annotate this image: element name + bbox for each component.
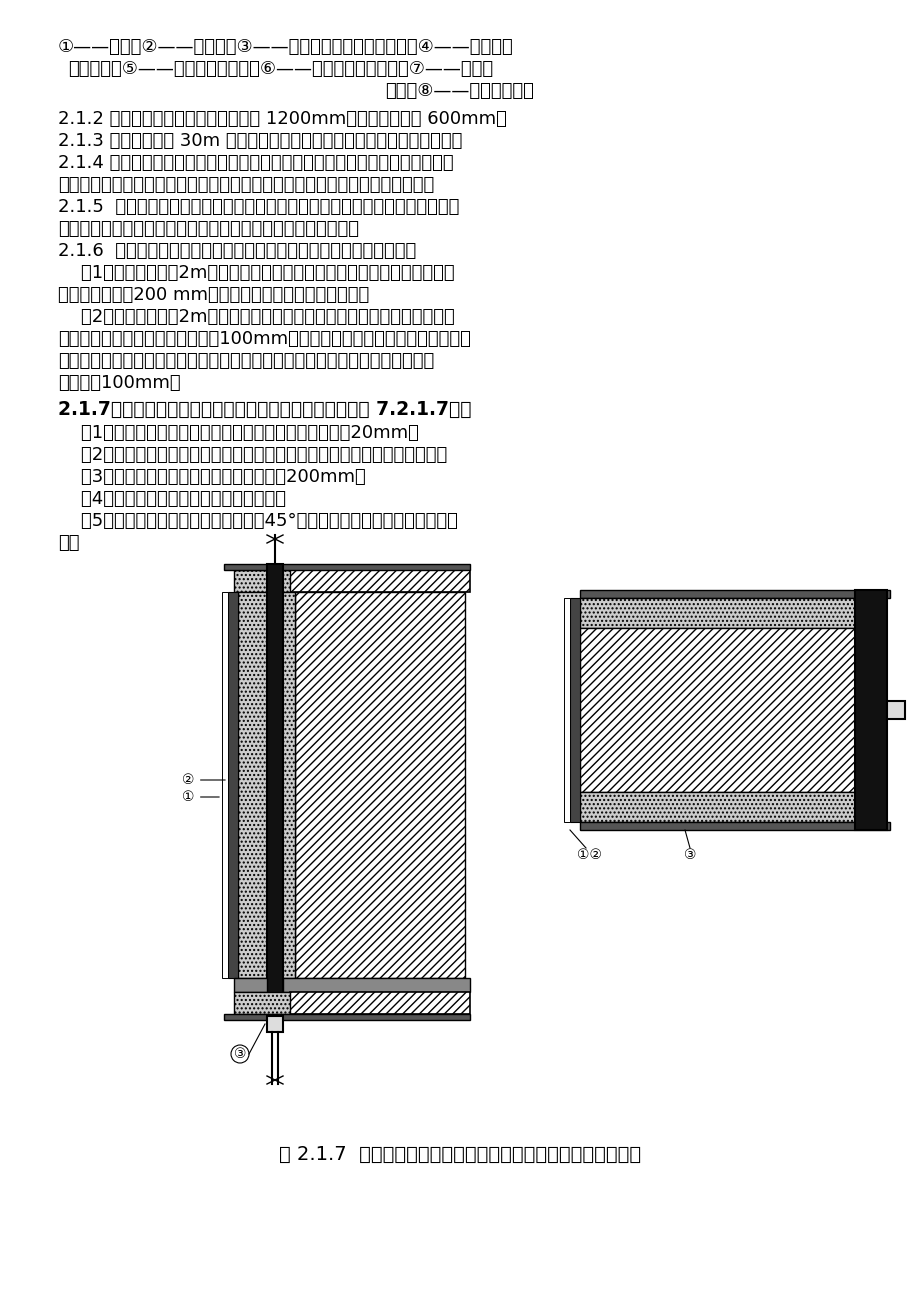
Bar	[579, 598, 854, 628]
Text: 2.1.7门窗洞口部位的外保温构造应符合以下规定（参见图 7.2.1.7）：: 2.1.7门窗洞口部位的外保温构造应符合以下规定（参见图 7.2.1.7）：	[58, 400, 471, 419]
Bar	[233, 978, 267, 992]
Text: 泡保温板；⑤——抹面胶浆防护层；⑥——玻纤网格布增强层；⑦——面砖胶: 泡保温板；⑤——抹面胶浆防护层；⑥——玻纤网格布增强层；⑦——面砖胶	[68, 60, 493, 78]
Bar	[579, 590, 889, 598]
Text: 图 2.1.7  粘贴聚氨酯硬泡保温板外墙外保温系统门窗洞口部位构: 图 2.1.7 粘贴聚氨酯硬泡保温板外墙外保温系统门窗洞口部位构	[278, 1144, 641, 1164]
Bar	[886, 700, 904, 719]
Text: （2）建筑物二层或2m以上墙体，应采用标准玻纤网格布满铺，玻纤网格布: （2）建筑物二层或2m以上墙体，应采用标准玻纤网格布满铺，玻纤网格布	[58, 309, 454, 326]
Text: 接宽度不得小于200 mm；在其他部位的接缝宜采用对接。: 接宽度不得小于200 mm；在其他部位的接缝宜采用对接。	[58, 286, 369, 303]
Bar	[289, 992, 470, 1014]
Text: 接缝应搭接，其搭接宽度不宜小于100mm；在门窗洞口、管道穿墙洞口、勒脚、: 接缝应搭接，其搭接宽度不宜小于100mm；在门窗洞口、管道穿墙洞口、勒脚、	[58, 329, 471, 348]
Bar	[579, 822, 889, 829]
Bar	[228, 592, 238, 978]
Text: 2.1.3 建筑物高度在 30m 以上时，聚氨酯硬泡保温板宜使用锚栓辅助固定。: 2.1.3 建筑物高度在 30m 以上时，聚氨酯硬泡保温板宜使用锚栓辅助固定。	[58, 132, 462, 150]
Text: 2.1.5  应做好系统在檐口、勒脚处的包边处理；装饰缝、门窗四角和阴阳角等处: 2.1.5 应做好系统在檐口、勒脚处的包边处理；装饰缝、门窗四角和阴阳角等处	[58, 198, 459, 216]
Bar	[854, 590, 886, 829]
Text: （5）铺设玻纤网格布时，应在四角处45°斜向加贴一定尺寸的标准玻纤网格: （5）铺设玻纤网格布时，应在四角处45°斜向加贴一定尺寸的标准玻纤网格	[58, 512, 458, 530]
Text: 2.1.2 聚氨酯硬泡保温板长度不宜大于 1200mm，宽度不宜大于 600mm。: 2.1.2 聚氨酯硬泡保温板长度不宜大于 1200mm，宽度不宜大于 600mm…	[58, 109, 506, 128]
Text: （2）门窗洞口四角处的聚氨酯硬泡保温板应采用整块板切割成型，不得拼接: （2）门窗洞口四角处的聚氨酯硬泡保温板应采用整块板切割成型，不得拼接	[58, 447, 447, 464]
Bar	[238, 592, 295, 978]
Text: ②: ②	[182, 773, 225, 786]
Text: ③: ③	[683, 848, 696, 862]
Text: 2.1.6  聚氨酯硬泡保温板外墙外保温薄抹面系统设计应遵守下列规定：: 2.1.6 聚氨酯硬泡保温板外墙外保温薄抹面系统设计应遵守下列规定：	[58, 242, 415, 260]
Bar	[579, 628, 854, 792]
Text: （4）洞口四边板材宜采用锚栓辅助固定；: （4）洞口四边板材宜采用锚栓辅助固定；	[58, 490, 286, 508]
Text: ①②: ①②	[577, 848, 602, 862]
Bar	[267, 1016, 283, 1032]
Bar	[223, 1014, 470, 1019]
Text: 应做好局部加强网施工；变形缝处应做好防水和保温构造处理。: 应做好局部加强网施工；变形缝处应做好防水和保温构造处理。	[58, 220, 358, 238]
Bar	[295, 592, 464, 978]
Text: 布。: 布。	[58, 534, 79, 552]
Bar	[267, 564, 283, 1004]
Bar	[233, 992, 289, 1014]
Text: 详图，且水平或倾斜的挑出部位以及墙体延伸至地面以下的部位应做防水处理。: 详图，且水平或倾斜的挑出部位以及墙体延伸至地面以下的部位应做防水处理。	[58, 176, 434, 194]
Bar	[233, 570, 289, 592]
Bar	[570, 598, 579, 822]
Text: ③: ③	[233, 1047, 246, 1061]
Text: 阳台、变形缝、女儿墙等保温系统的收头部位，耐碱玻纤网布应翻包，包边宽度: 阳台、变形缝、女儿墙等保温系统的收头部位，耐碱玻纤网布应翻包，包边宽度	[58, 352, 434, 370]
Bar	[283, 978, 470, 992]
Bar	[289, 570, 470, 592]
Bar	[563, 598, 570, 822]
Text: 粘剂；⑧——面砖饰面层；: 粘剂；⑧——面砖饰面层；	[385, 82, 534, 100]
Text: （1）建筑物首层或2m以下墙体，应做双层网格布加强处理且阴阳角处其搭: （1）建筑物首层或2m以下墙体，应做双层网格布加强处理且阴阳角处其搭	[58, 264, 454, 283]
Text: 2.1.4 聚氨酯硬泡保温板外墙外保温工程的密封和防水构造设计，重要部位应有: 2.1.4 聚氨酯硬泡保温板外墙外保温工程的密封和防水构造设计，重要部位应有	[58, 154, 453, 172]
Text: ①: ①	[182, 790, 219, 805]
Bar	[221, 592, 228, 978]
Text: （1）门窗外侧洞口四周墙体，聚氨酯硬泡厚度不应小于20mm；: （1）门窗外侧洞口四周墙体，聚氨酯硬泡厚度不应小于20mm；	[58, 424, 418, 441]
Text: 不应小于100mm。: 不应小于100mm。	[58, 374, 180, 392]
Bar	[579, 792, 854, 822]
Bar	[223, 564, 470, 570]
Text: ①——基层；②——胶粘剂；③——聚氨酯硬泡保温板界面层；④——聚氨酯硬: ①——基层；②——胶粘剂；③——聚氨酯硬泡保温板界面层；④——聚氨酯硬	[58, 38, 513, 56]
Text: （3）板与板接缝距洞口四角距离不得小于200mm；: （3）板与板接缝距洞口四角距离不得小于200mm；	[58, 467, 366, 486]
